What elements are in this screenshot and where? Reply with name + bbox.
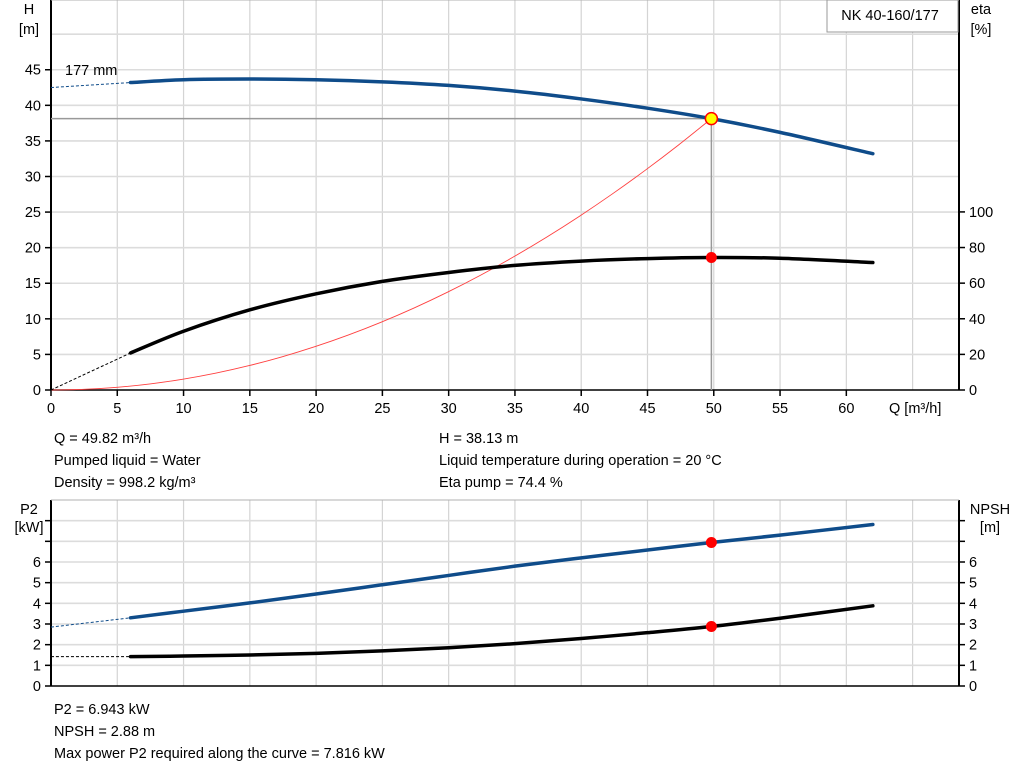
y-tick-label-left: 40 — [25, 98, 41, 114]
system-curve — [50, 118, 712, 391]
p2-curve — [128, 522, 875, 620]
y-axis-label-right: eta — [971, 2, 992, 18]
y-tick-label-right: 3 — [969, 617, 977, 633]
y-tick-label-right: 1 — [969, 658, 977, 674]
head-curve — [128, 77, 875, 156]
chart-title: NK 40-160/177 — [841, 8, 939, 24]
y-tick-label-left: 1 — [33, 658, 41, 674]
duty-info-left: Q = 49.82 m³/h Pumped liquid = Water Den… — [54, 428, 201, 494]
y-tick-label-right: 5 — [969, 576, 977, 592]
x-tick-label: 25 — [374, 401, 390, 417]
x-tick-label: 15 — [242, 401, 258, 417]
duty-point-marker — [704, 111, 719, 126]
y-tick-label-left: 20 — [25, 241, 41, 257]
eta-curve — [128, 255, 875, 355]
x-tick-label: 5 — [113, 401, 121, 417]
y-axis-label-right: NPSH — [970, 502, 1010, 518]
y-tick-label-left: 5 — [33, 347, 41, 363]
head-extrapolated — [50, 82, 131, 89]
y-tick-label-right: 6 — [969, 555, 977, 571]
y-axis-label-left-unit: [kW] — [15, 520, 44, 536]
title-box — [826, 0, 959, 33]
y-tick-label-left: 3 — [33, 617, 41, 633]
x-tick-label: 0 — [47, 401, 55, 417]
info-eta: Eta pump = 74.4 % — [439, 475, 563, 491]
x-tick-label: 55 — [772, 401, 788, 417]
y-axis-label-left-unit: [m] — [19, 22, 39, 38]
x-tick-label: 45 — [639, 401, 655, 417]
power-info: P2 = 6.943 kW NPSH = 2.88 m Max power P2… — [54, 699, 385, 765]
info-q: Q = 49.82 m³/h — [54, 431, 152, 447]
y-axis-label-right-unit: [%] — [971, 22, 992, 38]
p2-duty-marker — [705, 537, 717, 549]
info-max-power: Max power P2 required along the curve = … — [54, 746, 385, 762]
y-tick-label-left: 2 — [33, 638, 41, 654]
y-tick-label-right: 80 — [969, 241, 985, 257]
x-tick-label: 60 — [838, 401, 854, 417]
x-tick-label: 10 — [175, 401, 191, 417]
y-tick-label-right: 100 — [969, 205, 993, 221]
p2-extrapolated — [50, 617, 131, 628]
y-tick-label-right: 60 — [969, 276, 985, 292]
x-axis-label: Q [m³/h] — [889, 401, 941, 417]
y-tick-label-left: 25 — [25, 205, 41, 221]
duty-info-right: H = 38.13 m Liquid temperature during op… — [439, 428, 722, 494]
y-tick-label-left: 45 — [25, 63, 41, 79]
y-tick-label-left: 35 — [25, 134, 41, 150]
y-tick-label-left: 0 — [33, 679, 41, 695]
y-tick-label-right: 0 — [969, 679, 977, 695]
info-liquid: Pumped liquid = Water — [54, 453, 201, 469]
impeller-diameter-label: 177 mm — [65, 63, 117, 79]
info-temperature: Liquid temperature during operation = 20… — [439, 453, 722, 469]
y-axis-label-left: P2 — [20, 502, 38, 518]
y-tick-label-right: 4 — [969, 596, 977, 612]
y-tick-label-right: 0 — [969, 383, 977, 399]
info-h: H = 38.13 m — [439, 431, 519, 447]
x-tick-label: 35 — [507, 401, 523, 417]
x-tick-label: 40 — [573, 401, 589, 417]
y-tick-label-left: 0 — [33, 383, 41, 399]
y-tick-label-left: 30 — [25, 169, 41, 185]
eta-duty-marker — [705, 252, 717, 264]
y-tick-label-right: 20 — [969, 347, 985, 363]
y-tick-label-right: 2 — [969, 638, 977, 654]
y-tick-label-right: 40 — [969, 312, 985, 328]
npsh-curve — [128, 604, 875, 659]
x-tick-label: 50 — [706, 401, 722, 417]
y-axis-label-left: H — [24, 2, 34, 18]
info-npsh: NPSH = 2.88 m — [54, 724, 156, 740]
y-axis-label-right-unit: [m] — [980, 520, 1000, 536]
info-density: Density = 998.2 kg/m³ — [54, 475, 196, 491]
y-tick-label-left: 10 — [25, 312, 41, 328]
x-tick-label: 30 — [441, 401, 457, 417]
eta-extrapolated — [50, 352, 131, 391]
y-tick-label-left: 5 — [33, 576, 41, 592]
info-p2: P2 = 6.943 kW — [54, 702, 150, 718]
y-tick-label-left: 6 — [33, 555, 41, 571]
x-tick-label: 20 — [308, 401, 324, 417]
y-tick-label-left: 15 — [25, 276, 41, 292]
y-tick-label-left: 4 — [33, 596, 41, 612]
npsh-duty-marker — [705, 620, 717, 632]
